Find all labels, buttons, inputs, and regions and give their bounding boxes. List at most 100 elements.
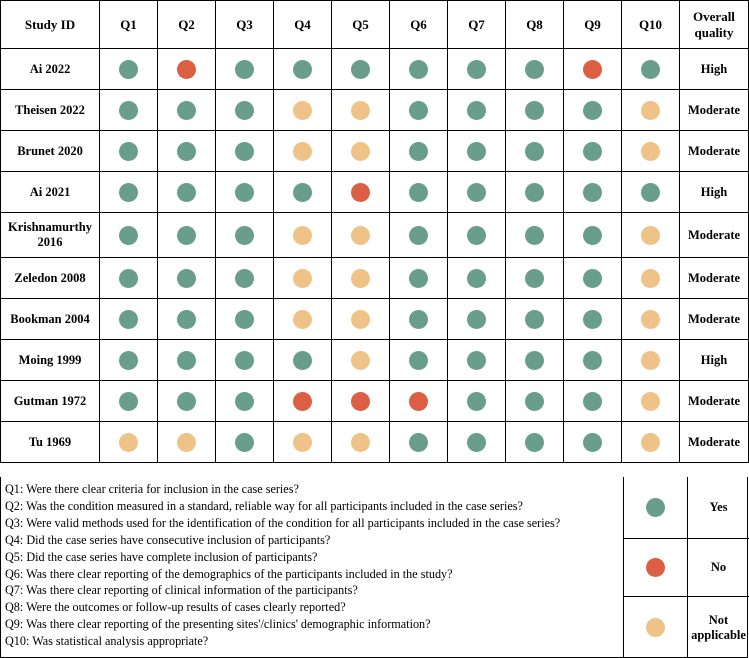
rating-cell-q9 [563, 421, 622, 463]
rating-cell-q5 [331, 89, 390, 131]
rating-cell-q5 [331, 48, 390, 90]
rating-cell-q9 [563, 339, 622, 381]
rating-cell-q1 [99, 212, 158, 258]
rating-yes-dot [119, 309, 138, 329]
rating-na-dot [293, 432, 312, 452]
study-id-cell: Bookman 2004 [0, 298, 100, 340]
rating-yes-dot [525, 100, 544, 120]
rating-na-dot [293, 141, 312, 161]
rating-yes-dot [177, 309, 196, 329]
rating-cell-q10 [621, 130, 680, 172]
header-q7: Q7 [447, 0, 506, 49]
legend-yes: Yes [624, 477, 749, 538]
rating-cell-q10 [621, 257, 680, 299]
legend-no-dot [646, 558, 665, 577]
rating-cell-q3 [215, 380, 274, 422]
rating-na-dot [641, 309, 660, 329]
rating-yes-dot [583, 391, 602, 411]
rating-cell-q4 [273, 380, 332, 422]
legend-not-applicable: Not applicable [624, 596, 749, 658]
rating-cell-q4 [273, 421, 332, 463]
rating-cell-q6 [389, 380, 448, 422]
rating-cell-q2 [157, 257, 216, 299]
study-id-cell: Ai 2021 [0, 171, 100, 213]
rating-cell-q10 [621, 89, 680, 131]
question-q4: Q4: Did the case series have consecutive… [5, 532, 331, 547]
rating-cell-q8 [505, 171, 564, 213]
rating-cell-q7 [447, 48, 506, 90]
rating-na-dot [351, 432, 370, 452]
study-id-cell: Theisen 2022 [0, 89, 100, 131]
rating-cell-q3 [215, 89, 274, 131]
rating-yes-dot [583, 141, 602, 161]
rating-cell-q4 [273, 212, 332, 258]
rating-na-dot [641, 225, 660, 245]
rating-yes-dot [351, 59, 370, 79]
rating-cell-q3 [215, 130, 274, 172]
header-study-id: Study ID [0, 0, 100, 49]
rating-cell-q6 [389, 298, 448, 340]
rating-yes-dot [525, 225, 544, 245]
study-id-cell: Tu 1969 [0, 421, 100, 463]
rating-yes-dot [583, 100, 602, 120]
question-q9: Q9: Was there clear reporting of the pre… [5, 617, 431, 632]
rating-yes-dot [177, 350, 196, 370]
study-id-cell: Gutman 1972 [0, 380, 100, 422]
rating-cell-q9 [563, 212, 622, 258]
rating-cell-q7 [447, 171, 506, 213]
rating-yes-dot [235, 182, 254, 202]
rating-cell-q1 [99, 421, 158, 463]
legend-na-label: Not applicable [691, 612, 746, 642]
table-row: Ai 2022 High [0, 48, 749, 90]
legend-panel: Q1: Were there clear criteria for inclus… [0, 477, 749, 658]
rating-cell-q10 [621, 171, 680, 213]
rating-no-dot [293, 391, 312, 411]
rating-yes-dot [525, 350, 544, 370]
overall-quality-cell: Moderate [679, 257, 749, 299]
legend-na-dot [646, 618, 665, 637]
question-q8: Q8: Were the outcomes or follow-up resul… [5, 600, 346, 615]
rating-cell-q1 [99, 130, 158, 172]
rating-yes-dot [119, 141, 138, 161]
rating-yes-dot [235, 59, 254, 79]
header-q5: Q5 [331, 0, 390, 49]
rating-yes-dot [525, 141, 544, 161]
rating-cell-q9 [563, 48, 622, 90]
rating-cell-q6 [389, 421, 448, 463]
rating-na-dot [351, 141, 370, 161]
rating-cell-q6 [389, 48, 448, 90]
question-q6: Q6: Was there clear reporting of the dem… [5, 566, 453, 581]
table-row: Theisen 2022 Moderate [0, 89, 749, 131]
rating-yes-dot [235, 141, 254, 161]
rating-yes-dot [293, 350, 312, 370]
rating-cell-q2 [157, 298, 216, 340]
rating-yes-dot [467, 225, 486, 245]
rating-yes-dot [467, 100, 486, 120]
table-row: Bookman 2004 Moderate [0, 298, 749, 340]
rating-cell-q10 [621, 212, 680, 258]
rating-na-dot [641, 100, 660, 120]
rating-yes-dot [467, 59, 486, 79]
rating-cell-q5 [331, 171, 390, 213]
rating-yes-dot [293, 59, 312, 79]
rating-cell-q5 [331, 339, 390, 381]
rating-cell-q5 [331, 212, 390, 258]
rating-na-dot [293, 309, 312, 329]
rating-yes-dot [409, 432, 428, 452]
rating-yes-dot [235, 100, 254, 120]
question-q10: Q10: Was statistical analysis appropriat… [5, 634, 209, 649]
rating-cell-q1 [99, 89, 158, 131]
rating-cell-q2 [157, 212, 216, 258]
rating-cell-q9 [563, 130, 622, 172]
rating-cell-q5 [331, 130, 390, 172]
rating-cell-q10 [621, 298, 680, 340]
rating-yes-dot [177, 182, 196, 202]
rating-cell-q3 [215, 171, 274, 213]
rating-na-dot [293, 225, 312, 245]
rating-yes-dot [467, 268, 486, 288]
rating-yes-dot [467, 182, 486, 202]
rating-yes-dot [583, 432, 602, 452]
rating-cell-q1 [99, 380, 158, 422]
quality-assessment-table: Study ID Q1 Q2 Q3 Q4 Q5 Q6 Q7 Q8 Q9 Q10 … [0, 0, 749, 463]
